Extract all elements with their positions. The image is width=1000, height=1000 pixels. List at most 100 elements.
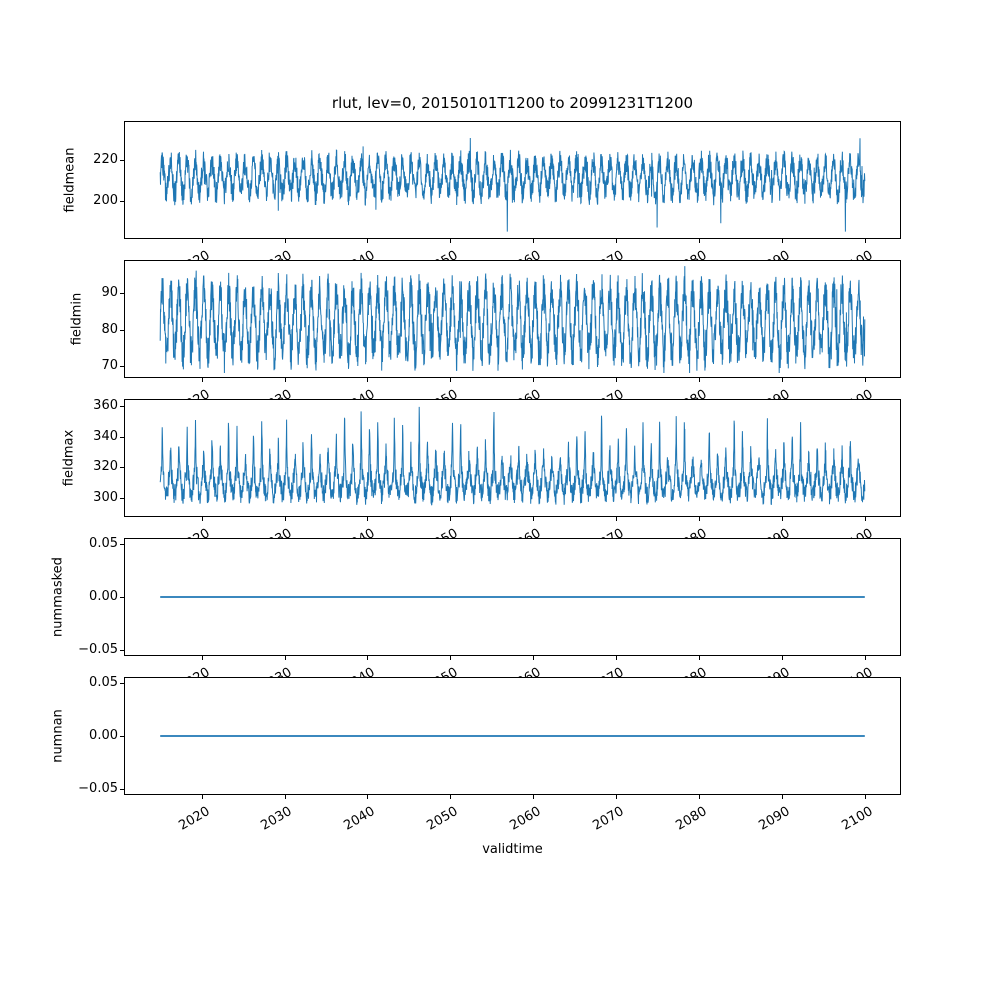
x-tick-mark: [698, 656, 700, 660]
x-tick-mark: [450, 795, 452, 799]
x-tick-mark: [201, 239, 203, 243]
y-axis-label-fieldmin: fieldmin: [69, 292, 85, 346]
y-tick-label: 70: [101, 357, 118, 373]
y-axis-label-nummasked: nummasked: [50, 557, 66, 637]
x-tick-label: 2090: [756, 804, 793, 834]
series-line-fieldmean: [159, 137, 866, 232]
x-tick-mark: [864, 378, 866, 382]
y-axis-label-fieldmean: fieldmean: [62, 147, 78, 213]
x-tick-mark: [864, 239, 866, 243]
y-tick-mark: [120, 365, 124, 367]
y-tick-label: −0.05: [78, 641, 118, 657]
figure-title: rlut, lev=0, 20150101T1200 to 20991231T1…: [331, 94, 694, 112]
y-tick-mark: [120, 329, 124, 331]
y-tick-mark: [120, 736, 124, 737]
y-tick-label: 200: [93, 192, 118, 208]
y-tick-mark: [120, 649, 124, 651]
subplot-fieldmean: [124, 121, 901, 239]
y-tick-mark: [120, 436, 124, 438]
x-tick-label: 2100: [839, 804, 876, 834]
x-tick-mark: [284, 656, 286, 660]
y-tick-mark: [120, 544, 124, 546]
x-tick-mark: [864, 795, 866, 799]
x-tick-mark: [698, 378, 700, 382]
series-line-fieldmin: [159, 266, 866, 374]
x-tick-mark: [781, 239, 783, 243]
y-tick-mark: [120, 788, 124, 790]
x-tick-mark: [616, 795, 618, 799]
x-tick-mark: [367, 239, 369, 243]
x-tick-mark: [367, 378, 369, 382]
x-tick-mark: [864, 517, 866, 521]
subplot-numnan: [124, 677, 901, 795]
x-tick-mark: [367, 656, 369, 660]
x-tick-mark: [698, 239, 700, 243]
y-tick-mark: [120, 683, 124, 685]
x-tick-label: 2080: [673, 804, 710, 834]
subplot-fieldmax: [124, 399, 901, 517]
x-axis-label: validtime: [482, 842, 543, 857]
series-line-fieldmax: [159, 406, 866, 506]
y-tick-label: 0.05: [89, 536, 118, 552]
x-tick-mark: [201, 378, 203, 382]
x-tick-mark: [284, 239, 286, 243]
x-tick-mark: [864, 656, 866, 660]
x-tick-mark: [450, 517, 452, 521]
x-tick-mark: [284, 378, 286, 382]
x-tick-label: 2040: [341, 804, 378, 834]
x-tick-label: 2060: [507, 804, 544, 834]
x-tick-label: 2020: [175, 804, 213, 834]
x-tick-mark: [616, 517, 618, 521]
y-tick-label: 340: [93, 428, 118, 444]
y-axis-label-numnan: numnan: [50, 709, 66, 763]
x-tick-mark: [201, 656, 203, 660]
x-tick-label: 2070: [590, 804, 627, 834]
y-tick-mark: [120, 293, 124, 295]
x-tick-mark: [201, 517, 203, 521]
subplot-nummasked: [124, 538, 901, 656]
y-tick-mark: [120, 597, 124, 598]
x-tick-mark: [533, 378, 535, 382]
y-tick-label: 0.05: [89, 675, 118, 691]
y-tick-mark: [120, 467, 124, 469]
x-tick-mark: [201, 795, 203, 799]
y-tick-mark: [120, 160, 124, 162]
x-tick-mark: [616, 378, 618, 382]
x-tick-mark: [367, 795, 369, 799]
x-tick-label: 2030: [258, 804, 296, 834]
x-tick-mark: [698, 795, 700, 799]
y-tick-label: 360: [93, 398, 118, 414]
y-tick-label: −0.05: [78, 780, 118, 796]
x-tick-mark: [450, 239, 452, 243]
y-tick-label: 0.00: [89, 589, 118, 604]
x-tick-mark: [533, 656, 535, 660]
x-tick-mark: [781, 517, 783, 521]
y-tick-label: 90: [101, 285, 118, 301]
y-tick-label: 0.00: [89, 728, 118, 743]
y-tick-label: 300: [93, 489, 118, 505]
y-axis-label-fieldmax: fieldmax: [61, 429, 77, 487]
y-tick-mark: [120, 497, 124, 499]
x-tick-mark: [616, 239, 618, 243]
x-tick-mark: [450, 378, 452, 382]
x-tick-mark: [367, 517, 369, 521]
y-tick-mark: [120, 200, 124, 202]
y-tick-label: 220: [93, 152, 118, 168]
x-tick-mark: [533, 239, 535, 243]
x-tick-mark: [450, 656, 452, 660]
x-tick-mark: [698, 517, 700, 521]
x-tick-mark: [284, 517, 286, 521]
y-tick-mark: [120, 406, 124, 408]
y-tick-label: 80: [101, 321, 118, 337]
x-tick-mark: [533, 795, 535, 799]
y-tick-label: 320: [93, 459, 118, 475]
x-tick-mark: [616, 656, 618, 660]
x-tick-mark: [533, 517, 535, 521]
x-tick-mark: [781, 656, 783, 660]
x-tick-mark: [781, 795, 783, 799]
x-tick-mark: [781, 378, 783, 382]
x-tick-mark: [284, 795, 286, 799]
subplot-fieldmin: [124, 260, 901, 378]
x-tick-label: 2050: [424, 804, 461, 834]
